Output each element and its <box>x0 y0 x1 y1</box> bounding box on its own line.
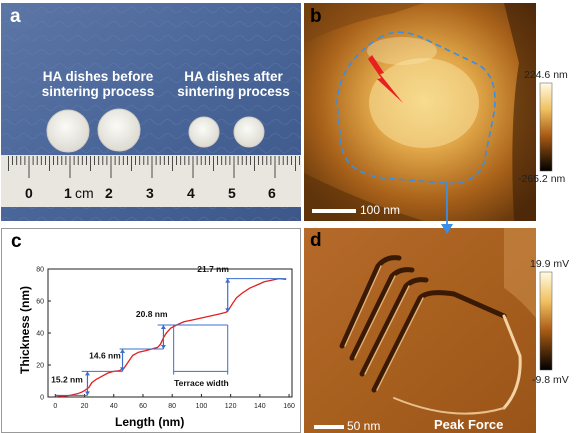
x-tick-label: 100 <box>196 403 208 410</box>
ruler-num-6: 6 <box>268 185 276 201</box>
y-tick-label: 20 <box>36 363 44 370</box>
x-tick-label: 60 <box>139 403 147 410</box>
panel-a: a HA dishes before sintering process HA … <box>1 3 301 221</box>
afm-height-image <box>304 3 553 221</box>
colorbar-max-d: 19.9 mV <box>530 258 570 270</box>
caption-before: HA dishes before sintering process <box>41 69 155 99</box>
colorbar-min-d: -9.8 mV <box>532 374 569 386</box>
ruler-num-1: 1 <box>64 185 72 201</box>
x-tick-label: 0 <box>53 403 57 410</box>
panel-c: c 0 20 40 60 80 100 120 140 160 0 20 40 60 80 15.2 nm 1… <box>1 228 301 433</box>
step-arrow-3-head-bottom <box>160 345 166 349</box>
annotation-14-6: 14.6 nm <box>89 351 121 361</box>
x-tick-label: 160 <box>283 403 295 410</box>
ruler-num-4: 4 <box>187 185 195 201</box>
y-axis-label: Thickness (nm) <box>18 285 32 375</box>
step-arrow-4-head-bottom <box>225 308 231 313</box>
plot-frame <box>47 268 293 398</box>
ruler-num-5: 5 <box>228 185 236 201</box>
ruler-num-2: 2 <box>105 185 113 201</box>
panel-label-b: b <box>310 6 322 27</box>
scalebar-b: 100 nm <box>360 203 401 217</box>
scalebar-d: 50 nm <box>347 419 381 433</box>
y-tick-label: 40 <box>36 331 44 338</box>
panel-label-a: a <box>10 6 21 27</box>
annotation-21-7: 21.7 nm <box>197 264 229 274</box>
x-axis-label: Length (nm) <box>115 415 185 429</box>
step-arrow-1-head-top <box>84 371 90 376</box>
ruler-num-3: 3 <box>146 185 154 201</box>
y-tick-label: 60 <box>36 299 44 306</box>
thickness-chart: 0 20 40 60 80 100 120 140 160 0 20 40 60 80 15.2 nm 14.… <box>36 264 295 410</box>
ha-dishes <box>46 108 265 153</box>
mode-label: Peak Force <box>434 417 504 432</box>
thickness-curve <box>55 277 287 397</box>
panel-b: b 100 nm 224.6 nm -265.2 nm <box>304 3 587 221</box>
annotation-15-2: 15.2 nm <box>51 375 83 385</box>
step-arrow-2-head-bottom <box>120 367 126 372</box>
x-tick-label: 140 <box>254 403 266 410</box>
step-arrow-1-head-bottom <box>84 391 90 396</box>
x-tick-label: 120 <box>225 403 237 410</box>
colorbar-min-b: -265.2 nm <box>518 173 566 185</box>
dish-after-2 <box>233 116 265 148</box>
caption-after: HA dishes after sintering process <box>177 69 290 99</box>
y-tick-label: 80 <box>36 267 44 274</box>
x-tick-label: 20 <box>81 403 89 410</box>
x-tick-label: 40 <box>110 403 118 410</box>
afm-peakforce-image <box>304 228 553 433</box>
panel-d: d 50 nm Peak Force 19.9 mV -9.8 mV <box>304 228 587 433</box>
ruler-unit-cm: cm <box>75 185 94 201</box>
dish-before-1 <box>46 109 90 153</box>
colorbar-max-b: 224.6 nm <box>524 69 568 81</box>
step-arrow-2-head-top <box>120 349 126 353</box>
annotation-20-8: 20.8 nm <box>136 309 168 319</box>
step-arrow-3-head-top <box>160 325 166 329</box>
dish-after-1 <box>188 116 220 148</box>
ruler-num-0: 0 <box>25 185 33 201</box>
x-tick-label: 80 <box>168 403 176 410</box>
annotation-terrace-width: Terrace width <box>174 378 229 388</box>
panel-label-d: d <box>310 230 322 251</box>
dish-before-2 <box>97 108 141 152</box>
y-tick-label: 0 <box>40 395 44 402</box>
panel-label-c: c <box>11 231 22 252</box>
ruler <box>1 155 301 207</box>
step-arrow-4-head-top <box>225 278 231 283</box>
